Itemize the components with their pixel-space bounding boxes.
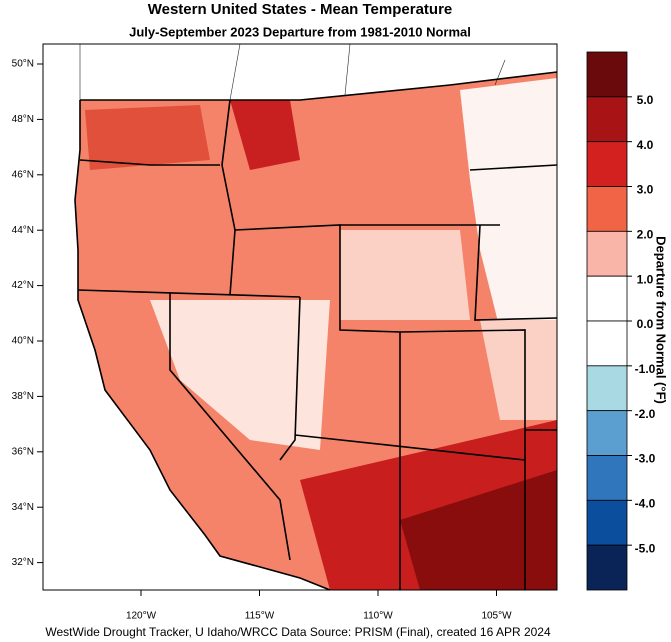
lat-label: 48°N: [12, 114, 34, 125]
map: [42, 43, 558, 591]
lat-label: 46°N: [12, 169, 34, 180]
lon-label: 105°W: [481, 611, 512, 622]
state-border: [474, 224, 558, 321]
lat-label: 42°N: [12, 280, 34, 291]
state-border: [294, 434, 526, 461]
colorbar-segment: [586, 230, 628, 277]
state-border: [469, 164, 558, 171]
colorbar-segment: [586, 455, 628, 501]
warm-region: [85, 105, 210, 170]
coastline: [80, 71, 558, 101]
canada-border: [494, 59, 506, 86]
lat-label: 50°N: [12, 59, 34, 70]
colorbar-tick-label: -2.0: [635, 407, 656, 421]
lat-label: 44°N: [12, 225, 34, 236]
lon-label: 110°W: [363, 611, 393, 622]
state-border: [79, 159, 220, 166]
coastline: [74, 100, 331, 591]
colorbar-tick-label: -5.0: [635, 541, 656, 555]
state-border: [77, 289, 301, 298]
lat-label: 32°N: [12, 557, 34, 568]
colorbar-tick-label: 3.0: [637, 183, 654, 197]
colorbar-tick-label: 4.0: [637, 138, 654, 152]
lon-label: 115°W: [245, 611, 275, 622]
colorbar-segment: [586, 96, 628, 143]
canada-border: [344, 43, 351, 96]
colorbar: 5.0 4.0 3.0 2.0 1.0 0.0 -1.0 -2.0 -3.0 -4.0 -5.0: [586, 51, 656, 591]
colorbar-segment: [586, 410, 628, 456]
lat-label: 40°N: [12, 336, 34, 347]
hot-region: [400, 470, 557, 590]
colorbar-segment: [586, 544, 628, 591]
colorbar-tick-label: 1.0: [637, 272, 654, 286]
state-border: [234, 224, 401, 590]
colorbar-label: Departure from Normal (°F): [654, 236, 669, 404]
colorbar-tick-label: -1.0: [635, 362, 656, 376]
state-border: [279, 296, 301, 461]
canada-border: [229, 43, 241, 101]
white-region: [460, 78, 557, 330]
light-region: [340, 230, 470, 320]
colorbar-tick-label: 5.0: [637, 93, 654, 107]
colorbar-segment: [586, 320, 628, 367]
footer: WestWide Drought Tracker, U Idaho/WRCC D…: [45, 625, 551, 639]
longitude-labels: 120°W 115°W 110°W 105°W: [126, 590, 512, 622]
colorbar-segment: [586, 186, 628, 232]
colorbar-segment: [586, 51, 628, 98]
colorbar-segment: [586, 141, 628, 187]
colorbar-tick-label: -4.0: [635, 497, 656, 511]
colorbar-tick-label: 0.0: [637, 317, 654, 331]
colorbar-tick-label: 2.0: [637, 228, 654, 242]
state-border: [169, 293, 291, 561]
state-border: [221, 99, 236, 296]
colorbar-segment: [586, 499, 628, 546]
colorbar-segment: [586, 275, 628, 322]
subtitle: July-September 2023 Departure from 1981-…: [129, 24, 471, 39]
colorbar-segment: [586, 365, 628, 412]
title: Western United States - Mean Temperature: [148, 1, 453, 18]
lat-label: 34°N: [12, 502, 34, 513]
warm-region: [230, 100, 300, 170]
lat-label: 38°N: [12, 391, 34, 402]
state-border: [399, 329, 526, 590]
light-region: [480, 320, 557, 420]
lon-label: 120°W: [126, 611, 157, 622]
latitude-labels: 50°N 48°N 46°N 44°N 42°N 40°N 38°N 36°N 34°N 32°N: [12, 59, 43, 568]
colorbar-tick-label: -3.0: [635, 452, 656, 466]
map-frame: [42, 43, 558, 591]
lat-label: 36°N: [12, 446, 34, 457]
light-region: [150, 300, 330, 450]
